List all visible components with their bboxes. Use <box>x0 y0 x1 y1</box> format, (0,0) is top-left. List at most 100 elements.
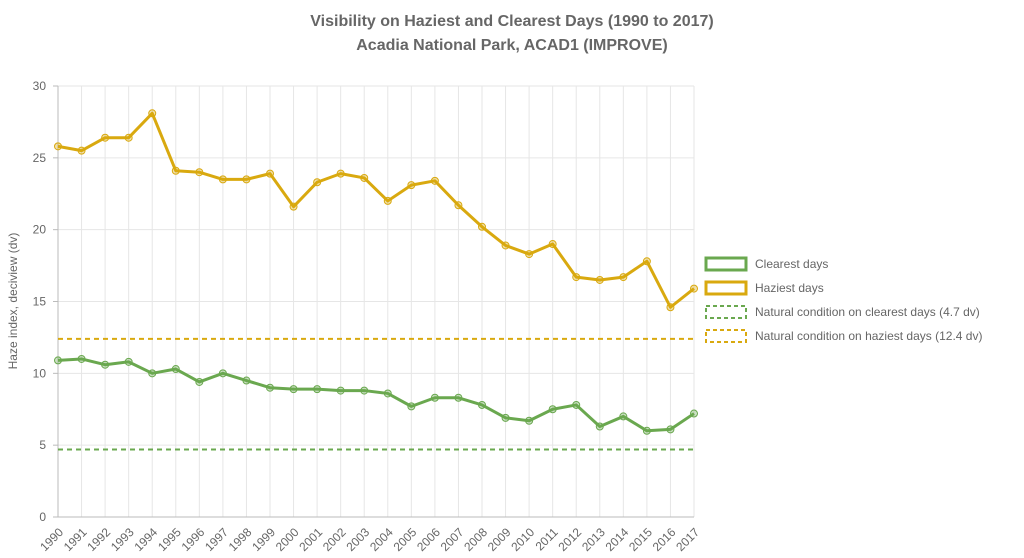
y-axis-title: Haze index, deciview (dv) <box>6 233 20 370</box>
x-tick-label: 1991 <box>61 525 90 554</box>
data-point-clearest-days <box>313 385 322 394</box>
data-point-haziest-days <box>336 169 345 178</box>
y-tick-label: 20 <box>33 223 47 237</box>
data-point-clearest-days <box>336 386 345 395</box>
data-point-clearest-days <box>195 377 204 386</box>
data-point-clearest-days <box>572 400 581 409</box>
x-tick-label: 2000 <box>273 525 302 554</box>
x-tick-label: 1999 <box>249 525 278 554</box>
x-tick-label: 1997 <box>202 525 231 554</box>
x-tick-label: 2008 <box>461 525 490 554</box>
data-point-clearest-days <box>595 422 604 431</box>
x-tick-label: 2017 <box>673 525 702 554</box>
grid-lines <box>57 85 695 518</box>
data-point-haziest-days <box>548 240 557 249</box>
legend-label-haziest-days: Haziest days <box>755 281 824 295</box>
data-point-clearest-days <box>430 393 439 402</box>
x-tick-label: 1990 <box>37 525 66 554</box>
x-tick-label: 1998 <box>226 525 255 554</box>
data-point-clearest-days <box>148 369 157 378</box>
legend-label-natural-condition-on-clearest-days-4-7-dv: Natural condition on clearest days (4.7 … <box>755 305 980 319</box>
data-point-haziest-days <box>195 168 204 177</box>
data-point-haziest-days <box>171 166 180 175</box>
x-tick-label: 2013 <box>579 525 608 554</box>
data-point-clearest-days <box>218 369 227 378</box>
data-point-haziest-days <box>124 133 133 142</box>
data-point-haziest-days <box>148 109 157 118</box>
data-point-clearest-days <box>478 400 486 409</box>
data-point-clearest-days <box>690 409 698 418</box>
data-point-haziest-days <box>619 273 628 282</box>
legend-label-clearest-days: Clearest days <box>755 257 828 271</box>
legend-swatch-haziest-days <box>704 280 748 296</box>
data-point-haziest-days <box>360 173 369 182</box>
data-point-haziest-days <box>454 201 463 210</box>
series-line-haziest-days <box>57 111 695 309</box>
series-line-clearest-days <box>57 357 695 433</box>
data-point-haziest-days <box>642 257 651 266</box>
data-point-haziest-days <box>242 175 251 184</box>
x-tick-label: 1995 <box>155 525 184 554</box>
y-tick-label: 25 <box>33 151 47 165</box>
y-tick-label: 0 <box>39 510 46 524</box>
data-point-clearest-days <box>407 402 416 411</box>
data-point-haziest-days <box>218 175 227 184</box>
x-tick-label: 2003 <box>344 525 373 554</box>
data-point-clearest-days <box>501 413 510 422</box>
y-tick-labels: 0 5 10 15 20 25 30 <box>33 79 58 524</box>
x-tick-label: 2014 <box>603 525 632 554</box>
data-point-clearest-days <box>124 357 133 366</box>
data-point-haziest-days <box>478 222 486 231</box>
data-point-clearest-days <box>54 356 62 365</box>
x-tick-label: 2007 <box>438 525 467 554</box>
reference-lines <box>58 337 694 451</box>
data-point-haziest-days <box>407 181 416 190</box>
x-tick-label: 2006 <box>414 525 443 554</box>
data-point-clearest-days <box>454 393 463 402</box>
data-point-clearest-days <box>666 425 675 434</box>
data-point-haziest-days <box>430 176 439 185</box>
data-point-clearest-days <box>77 354 86 363</box>
data-point-haziest-days <box>383 196 392 205</box>
data-point-clearest-days <box>101 360 110 369</box>
legend-label-natural-condition-on-haziest-days-12-4-dv: Natural condition on haziest days (12.4 … <box>755 329 982 343</box>
data-point-haziest-days <box>525 250 534 259</box>
y-tick-label: 10 <box>33 366 47 380</box>
chart-subtitle: Acadia National Park, ACAD1 (IMPROVE) <box>356 37 667 54</box>
data-point-haziest-days <box>101 133 110 142</box>
x-tick-label: 1994 <box>132 525 161 554</box>
data-point-clearest-days <box>360 386 369 395</box>
data-point-haziest-days <box>572 273 581 282</box>
x-tick-label: 2010 <box>508 525 537 554</box>
x-tick-label: 2002 <box>320 525 349 554</box>
x-tick-label: 2016 <box>650 525 679 554</box>
data-point-clearest-days <box>619 412 628 421</box>
data-point-clearest-days <box>242 376 251 385</box>
data-point-haziest-days <box>595 275 604 284</box>
legend-swatch-clearest-days <box>704 256 748 272</box>
x-tick-label: 1996 <box>179 525 208 554</box>
data-point-haziest-days <box>690 284 698 293</box>
data-point-haziest-days <box>77 146 86 155</box>
x-tick-label: 2011 <box>533 525 561 553</box>
x-tick-label: 2012 <box>556 525 585 554</box>
data-point-clearest-days <box>289 385 298 394</box>
data-point-haziest-days <box>666 303 675 312</box>
data-point-haziest-days <box>313 178 322 187</box>
y-tick-label: 30 <box>33 79 47 93</box>
data-point-haziest-days <box>289 202 298 211</box>
legend-swatch-natural-condition-on-clearest-days-4-7-dv <box>705 305 747 319</box>
data-point-haziest-days <box>266 169 274 178</box>
data-series <box>54 109 698 435</box>
x-tick-label: 2004 <box>367 525 396 554</box>
data-point-clearest-days <box>642 426 651 435</box>
data-point-clearest-days <box>171 365 180 374</box>
data-point-clearest-days <box>383 389 392 398</box>
x-tick-label: 2015 <box>626 525 655 554</box>
legend-swatch-natural-condition-on-haziest-days-12-4-dv <box>705 329 747 343</box>
x-tick-labels: 1990199119921993199419951996199719981999… <box>37 525 702 554</box>
x-tick-label: 1992 <box>84 525 113 554</box>
x-tick-label: 2009 <box>485 525 514 554</box>
